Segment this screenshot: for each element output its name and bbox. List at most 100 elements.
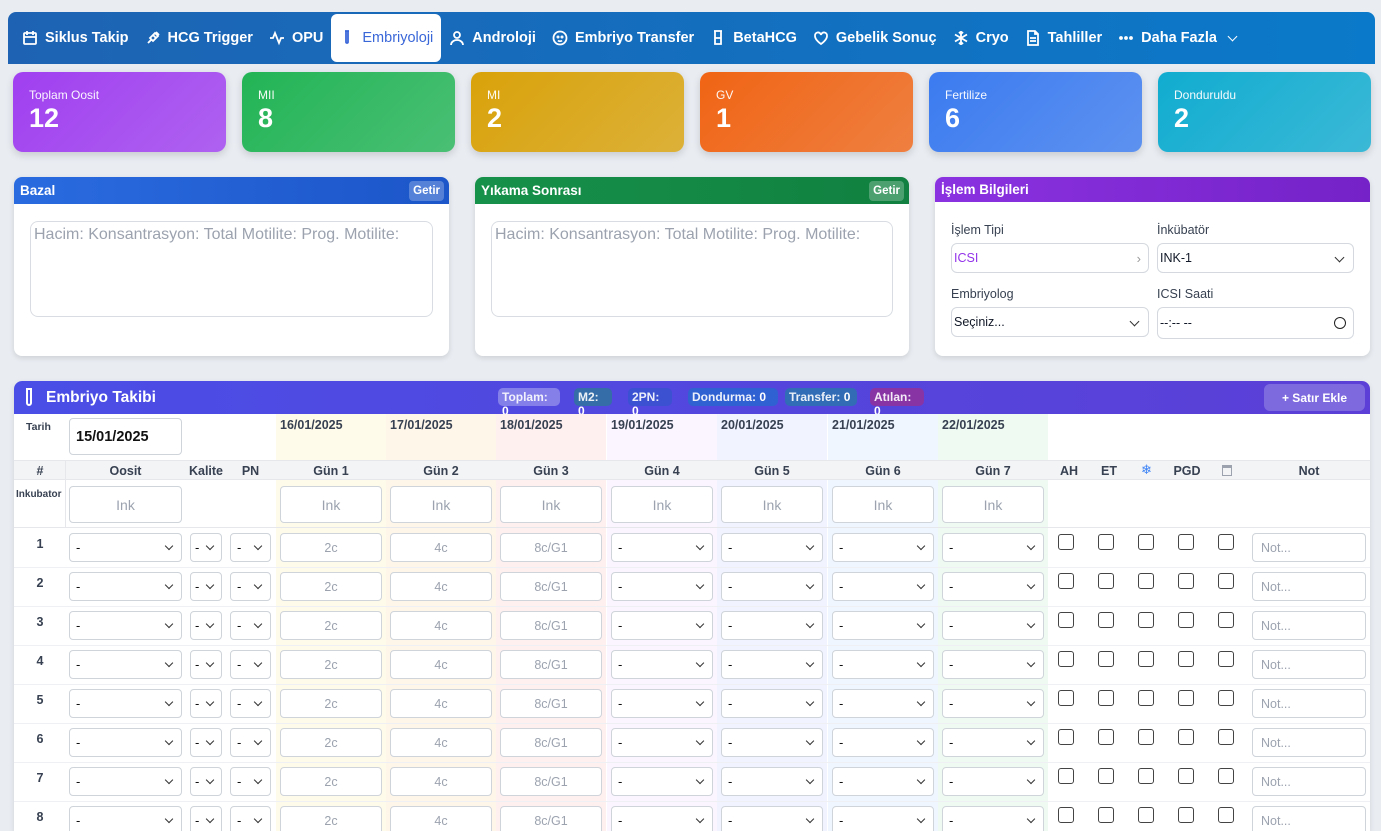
tab-siklus-takip[interactable]: Siklus Takip (14, 14, 137, 62)
kalite-select[interactable]: - (190, 689, 222, 718)
day-select[interactable]: - (942, 689, 1044, 718)
row-checkbox[interactable] (1178, 612, 1194, 628)
oosit-select[interactable]: - (69, 728, 182, 757)
day-ink-input[interactable]: Ink (500, 486, 602, 523)
row-checkbox[interactable] (1058, 768, 1074, 784)
day-select[interactable]: - (942, 533, 1044, 562)
row-checkbox[interactable] (1218, 768, 1234, 784)
row-checkbox[interactable] (1138, 729, 1154, 745)
day-select[interactable]: - (942, 611, 1044, 640)
oosit-ink-input[interactable]: Ink (69, 486, 182, 523)
row-checkbox[interactable] (1178, 651, 1194, 667)
kalite-select[interactable]: - (190, 728, 222, 757)
kalite-select[interactable]: - (190, 533, 222, 562)
row-checkbox[interactable] (1218, 573, 1234, 589)
day-select[interactable]: - (832, 728, 934, 757)
note-input[interactable]: Not... (1252, 728, 1366, 757)
day-input[interactable]: 8c/G1 (500, 650, 602, 679)
day-select[interactable]: - (611, 767, 713, 796)
tab-cryo[interactable]: Cryo (945, 14, 1017, 62)
day-input[interactable]: 8c/G1 (500, 572, 602, 601)
day-input[interactable]: 4c (390, 728, 492, 757)
row-checkbox[interactable] (1058, 729, 1074, 745)
day-select[interactable]: - (611, 650, 713, 679)
bazal-textarea[interactable]: Hacim: Konsantrasyon: Total Motilite: Pr… (30, 221, 433, 317)
row-checkbox[interactable] (1218, 690, 1234, 706)
tab-opu[interactable]: OPU (261, 14, 331, 62)
day-input[interactable]: 2c (280, 572, 382, 601)
row-checkbox[interactable] (1178, 768, 1194, 784)
icsi-saati-input[interactable]: --:-- -- (1157, 307, 1354, 339)
pn-select[interactable]: - (230, 689, 271, 718)
day-input[interactable]: 8c/G1 (500, 533, 602, 562)
tab-androloji[interactable]: Androloji (441, 14, 544, 62)
note-input[interactable]: Not... (1252, 572, 1366, 601)
day-select[interactable]: - (721, 572, 823, 601)
day-select[interactable]: - (832, 689, 934, 718)
row-checkbox[interactable] (1058, 573, 1074, 589)
day-input[interactable]: 8c/G1 (500, 689, 602, 718)
day-select[interactable]: - (721, 533, 823, 562)
day-input[interactable]: 4c (390, 572, 492, 601)
row-checkbox[interactable] (1178, 573, 1194, 589)
tab-betahcg[interactable]: BetaHCG (702, 14, 805, 62)
tab-tahliller[interactable]: Tahliller (1017, 14, 1111, 62)
tarih-input[interactable]: 15/01/2025 (69, 418, 182, 455)
row-checkbox[interactable] (1098, 651, 1114, 667)
row-checkbox[interactable] (1218, 807, 1234, 823)
yikama-textarea[interactable]: Hacim: Konsantrasyon: Total Motilite: Pr… (491, 221, 893, 317)
row-checkbox[interactable] (1178, 807, 1194, 823)
day-select[interactable]: - (721, 767, 823, 796)
tab-embriyoloji[interactable]: Embriyoloji (331, 14, 442, 62)
kalite-select[interactable]: - (190, 611, 222, 640)
kalite-select[interactable]: - (190, 572, 222, 601)
tab-daha-fazla[interactable]: Daha Fazla (1110, 14, 1244, 62)
pn-select[interactable]: - (230, 767, 271, 796)
row-checkbox[interactable] (1138, 768, 1154, 784)
row-checkbox[interactable] (1058, 534, 1074, 550)
row-checkbox[interactable] (1058, 807, 1074, 823)
day-ink-input[interactable]: Ink (942, 486, 1044, 523)
pn-select[interactable]: - (230, 533, 271, 562)
day-ink-input[interactable]: Ink (832, 486, 934, 523)
day-ink-input[interactable]: Ink (280, 486, 382, 523)
row-checkbox[interactable] (1138, 612, 1154, 628)
day-select[interactable]: - (611, 611, 713, 640)
day-input[interactable]: 2c (280, 650, 382, 679)
day-select[interactable]: - (721, 650, 823, 679)
pn-select[interactable]: - (230, 650, 271, 679)
day-select[interactable]: - (942, 728, 1044, 757)
row-checkbox[interactable] (1178, 690, 1194, 706)
day-select[interactable]: - (832, 611, 934, 640)
tab-embriyo-transfer[interactable]: Embriyo Transfer (544, 14, 702, 62)
row-checkbox[interactable] (1218, 651, 1234, 667)
inkubator-select[interactable]: INK-1 (1157, 243, 1354, 273)
row-checkbox[interactable] (1098, 534, 1114, 550)
row-checkbox[interactable] (1178, 729, 1194, 745)
add-row-button[interactable]: + Satır Ekle (1264, 384, 1365, 411)
day-select[interactable]: - (611, 689, 713, 718)
day-select[interactable]: - (942, 572, 1044, 601)
day-input[interactable]: 4c (390, 767, 492, 796)
day-ink-input[interactable]: Ink (611, 486, 713, 523)
bazal-getir-button[interactable]: Getir (409, 180, 444, 201)
day-input[interactable]: 2c (280, 728, 382, 757)
oosit-select[interactable]: - (69, 689, 182, 718)
row-checkbox[interactable] (1138, 651, 1154, 667)
day-ink-input[interactable]: Ink (721, 486, 823, 523)
row-checkbox[interactable] (1058, 651, 1074, 667)
kalite-select[interactable]: - (190, 650, 222, 679)
row-checkbox[interactable] (1058, 690, 1074, 706)
row-checkbox[interactable] (1098, 573, 1114, 589)
row-checkbox[interactable] (1058, 612, 1074, 628)
day-select[interactable]: - (832, 572, 934, 601)
row-checkbox[interactable] (1098, 807, 1114, 823)
day-input[interactable]: 4c (390, 611, 492, 640)
note-input[interactable]: Not... (1252, 767, 1366, 796)
row-checkbox[interactable] (1098, 768, 1114, 784)
day-select[interactable]: - (611, 728, 713, 757)
day-input[interactable]: 8c/G1 (500, 767, 602, 796)
day-select[interactable]: - (942, 767, 1044, 796)
note-input[interactable]: Not... (1252, 650, 1366, 679)
row-checkbox[interactable] (1138, 690, 1154, 706)
